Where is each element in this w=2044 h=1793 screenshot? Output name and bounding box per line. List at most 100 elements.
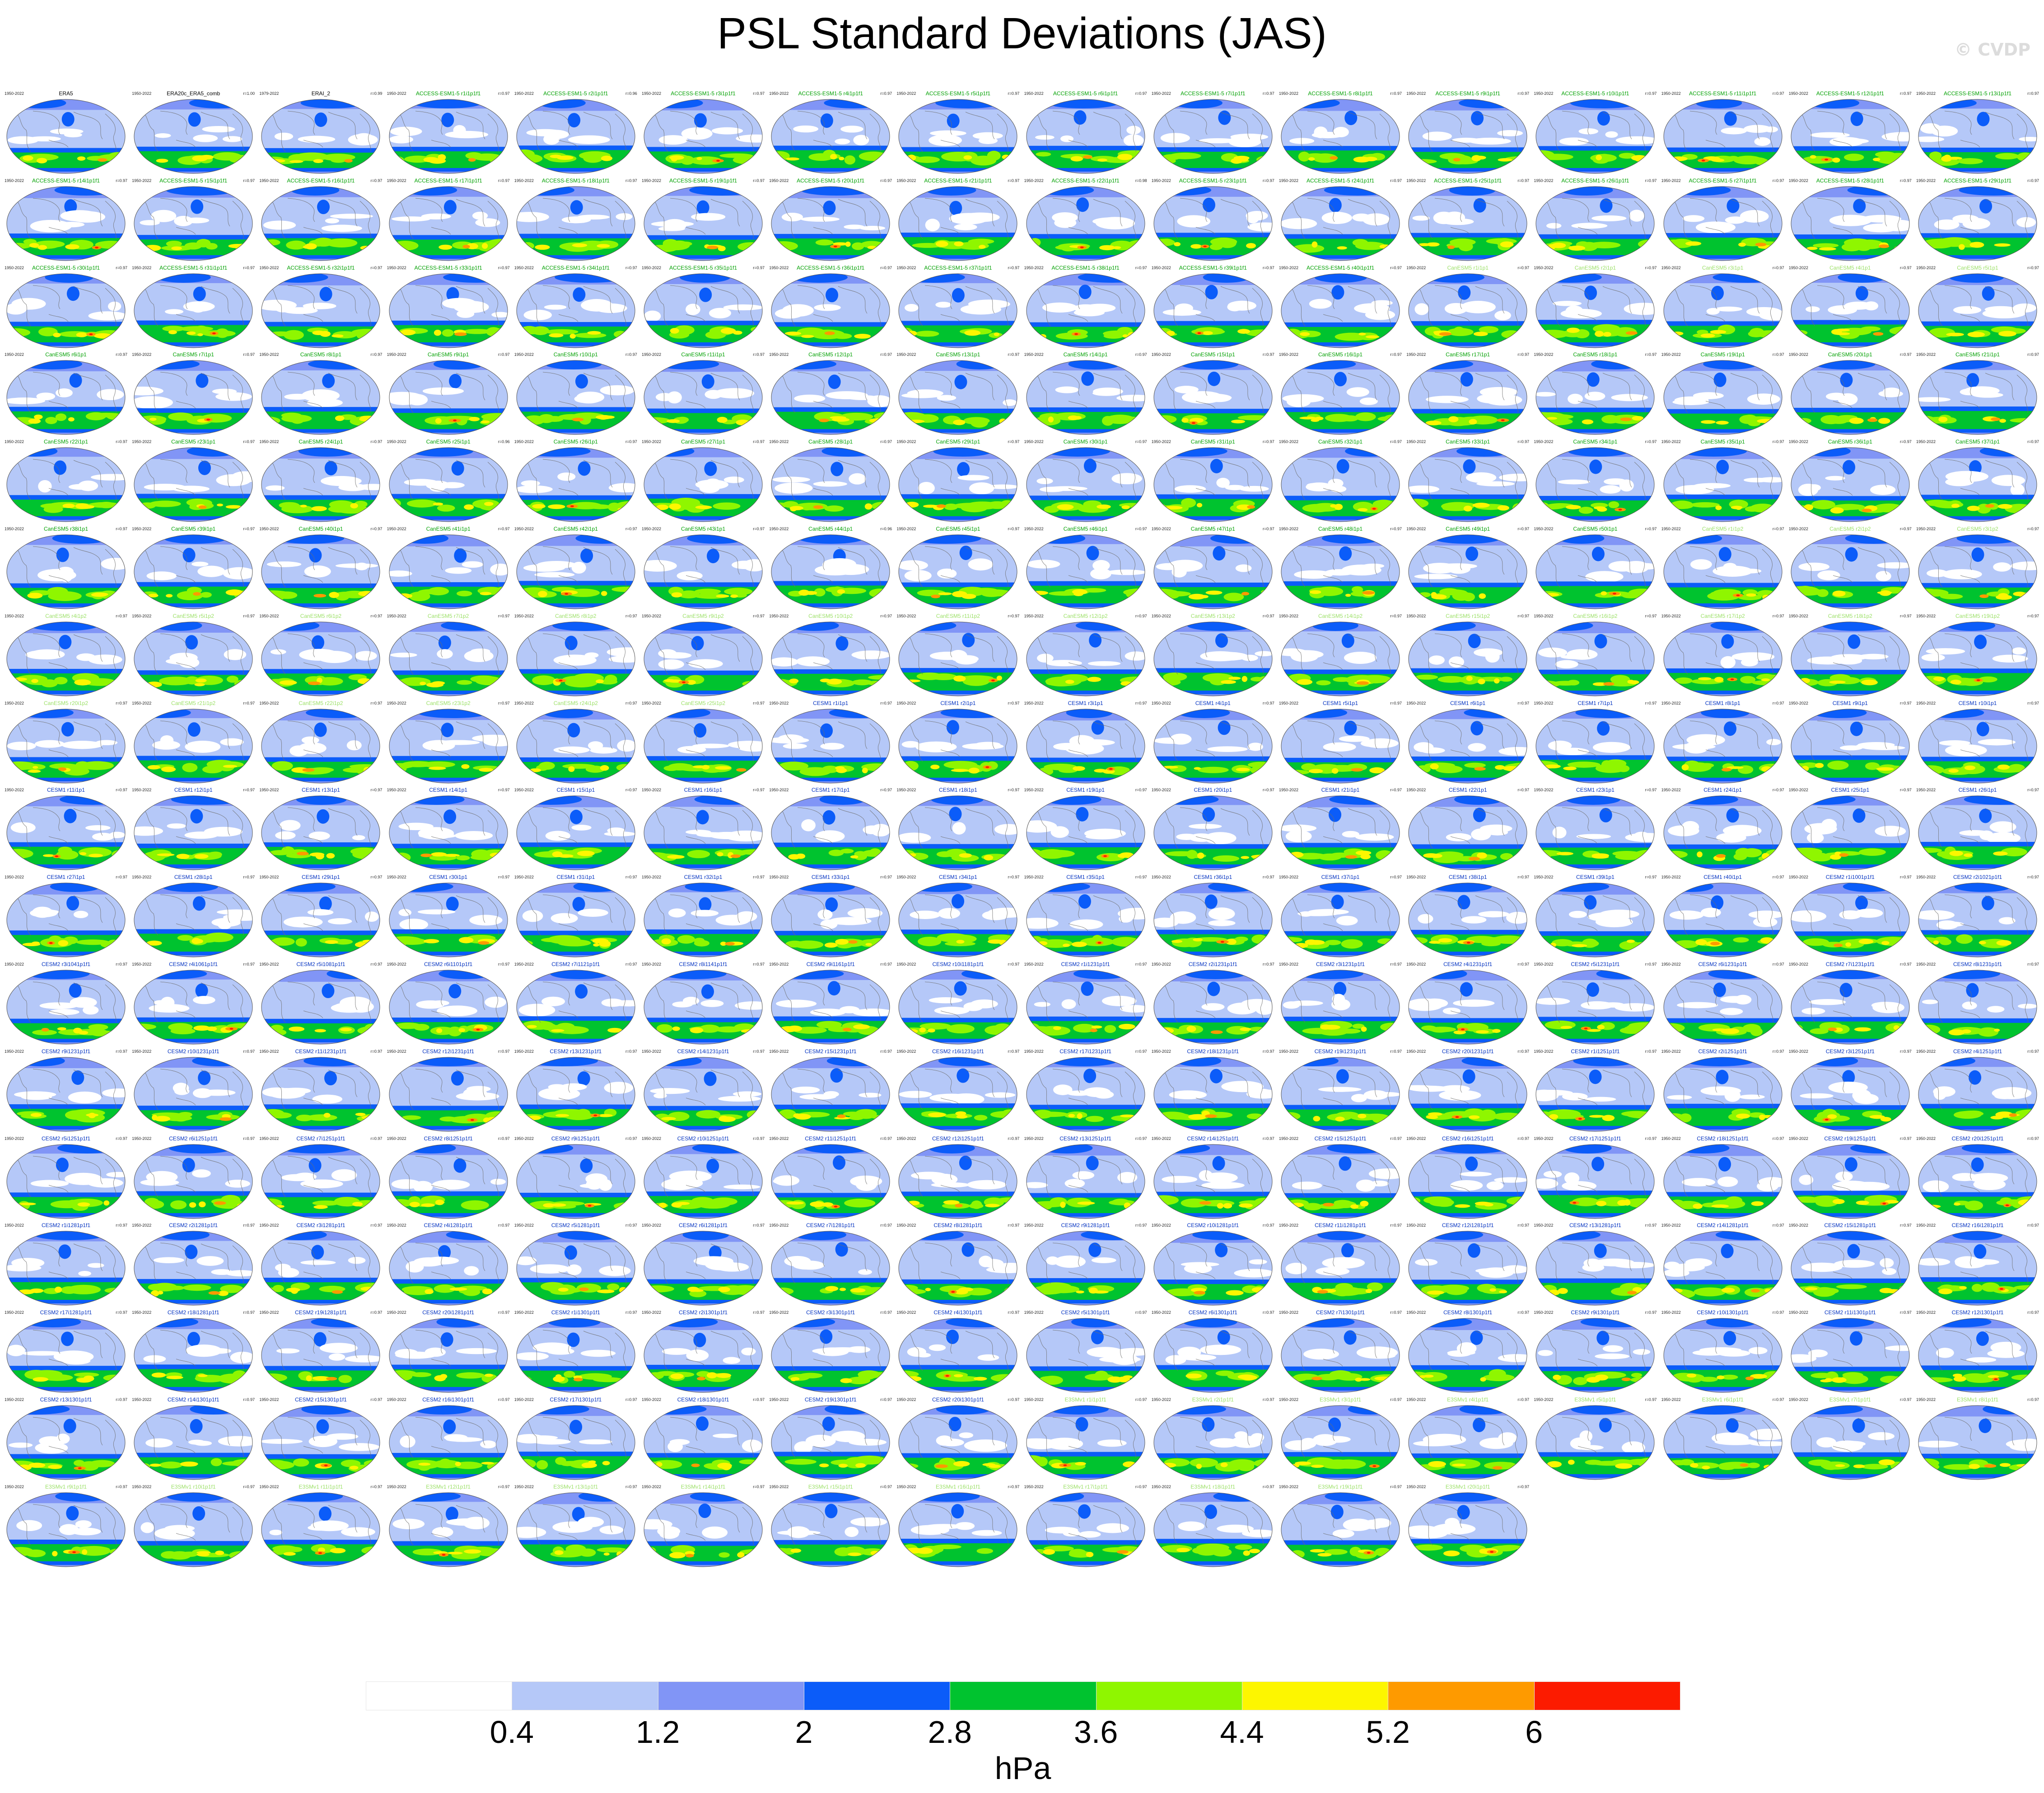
panel-title: CanESM5 r25i1p1	[426, 439, 471, 445]
panel-years: 1950-2022	[1788, 962, 1808, 967]
panel-pattern-correlation: r=0.97	[1390, 1136, 1402, 1141]
map-panel: CESM1 r23i1p1 1950-2022 r=0.97	[1534, 787, 1657, 873]
psl-stddev-map	[1408, 970, 1527, 1045]
map-panel: CESM2 r4i1061p1f1 1950-2022 r=0.97	[132, 961, 255, 1047]
panel-years: 1950-2022	[132, 439, 152, 444]
panel-years: 1950-2022	[642, 1223, 662, 1228]
map-panel: E3SMv1 r8i1p1f1 1950-2022 r=0.97	[1916, 1396, 2039, 1482]
panel-title: CanESM5 r8i1p1	[300, 351, 342, 358]
psl-stddev-map	[1281, 970, 1400, 1045]
panel-years: 1950-2022	[132, 962, 152, 967]
panel-years: 1950-2022	[769, 91, 789, 96]
psl-stddev-map	[644, 99, 763, 174]
map-panel: CanESM5 r20i1p2 1950-2022 r=0.97	[5, 700, 127, 786]
panel-years: 1950-2022	[642, 527, 662, 531]
panel-years: 1950-2022	[1788, 178, 1808, 183]
panel-pattern-correlation: r=0.97	[1645, 788, 1657, 793]
psl-stddev-map	[1408, 534, 1527, 609]
map-panel: CESM2 r6i1231p1f1 1950-2022 r=0.97	[1661, 961, 1784, 1047]
map-panel: CESM2 r17i1251p1f1 1950-2022 r=0.97	[1534, 1135, 1657, 1221]
panel-years: 1950-2022	[514, 1136, 534, 1141]
panel-title: CanESM5 r10i1p1	[553, 351, 598, 358]
panel-years: 1950-2022	[1788, 875, 1808, 880]
map-panel: ACCESS-ESM1-5 r22i1p1f1 1950-2022 r=0.98	[1024, 177, 1147, 263]
panel-pattern-correlation: r=0.97	[1900, 439, 1912, 444]
panel-title: CESM2 r7i1281p1f1	[806, 1222, 855, 1229]
psl-stddev-map	[1408, 621, 1527, 696]
panel-title: CESM1 r20i1p1	[1194, 787, 1232, 794]
panel-title: CESM2 r18i1251p1f1	[1697, 1135, 1749, 1142]
panel-title: E3SMv1 r3i1p1f1	[1319, 1396, 1362, 1403]
panel-years: 1950-2022	[1534, 91, 1554, 96]
panel-pattern-correlation: r=0.97	[1772, 788, 1784, 793]
psl-stddev-map	[6, 447, 126, 522]
psl-stddev-map	[1791, 1057, 1910, 1132]
psl-stddev-map	[1663, 970, 1783, 1045]
psl-stddev-map	[6, 795, 126, 870]
panel-pattern-correlation: r=0.97	[1772, 875, 1784, 880]
panel-pattern-correlation: r=0.97	[498, 178, 510, 183]
panel-title: E3SMv1 r9i1p1f1	[45, 1483, 87, 1490]
map-panel: E3SMv1 r13i1p1f1 1950-2022 r=0.97	[514, 1484, 637, 1569]
panel-years: 1950-2022	[387, 1049, 406, 1054]
panel-title: CanESM5 r4i1p2	[45, 612, 87, 619]
map-panel: CanESM5 r11i1p1 1950-2022 r=0.97	[642, 351, 765, 437]
panel-title: E3SMv1 r8i1p1f1	[1956, 1396, 1999, 1403]
panel-years: 1950-2022	[1151, 875, 1171, 880]
panel-years: 1950-2022	[132, 700, 152, 705]
psl-stddev-map	[516, 621, 635, 696]
panel-years: 1950-2022	[514, 1223, 534, 1228]
panel-years: 1950-2022	[1406, 1049, 1426, 1054]
psl-stddev-map	[1535, 186, 1655, 261]
panel-years: 1950-2022	[259, 265, 279, 270]
psl-stddev-map	[1535, 970, 1655, 1045]
panel-pattern-correlation: r=0.97	[1900, 352, 1912, 357]
map-panel: CESM2 r3i1301p1f1 1950-2022 r=0.97	[769, 1309, 892, 1395]
psl-stddev-map	[389, 970, 508, 1045]
panel-title: CanESM5 r3i1p1	[1702, 264, 1744, 271]
panel-pattern-correlation: r=0.97	[1645, 700, 1657, 705]
panel-title: CanESM5 r40i1p1	[299, 526, 343, 532]
map-panel: ACCESS-ESM1-5 r20i1p1f1 1950-2022 r=0.97	[769, 177, 892, 263]
colorbar-tick-label: 2.8	[928, 1714, 972, 1750]
map-panel: ACCESS-ESM1-5 r16i1p1f1 1950-2022 r=0.97	[259, 177, 382, 263]
panel-title: CESM1 r11i1p1	[47, 787, 85, 794]
psl-stddev-map	[389, 186, 508, 261]
panel-pattern-correlation: r=0.97	[880, 352, 892, 357]
psl-stddev-map	[1026, 1144, 1145, 1219]
panel-pattern-correlation: r=0.97	[1645, 1136, 1657, 1141]
panel-years: 1950-2022	[259, 1223, 279, 1228]
map-panel: CanESM5 r8i1p2 1950-2022 r=0.97	[514, 613, 637, 699]
psl-stddev-map	[389, 447, 508, 522]
psl-stddev-map	[1791, 186, 1910, 261]
psl-stddev-map	[516, 447, 635, 522]
panel-pattern-correlation: r=0.97	[2027, 178, 2039, 183]
panel-title: E3SMv1 r19i1p1f1	[1318, 1483, 1363, 1490]
map-panel: CanESM5 r19i1p2 1950-2022 r=0.97	[1916, 613, 2039, 699]
colorbar-swatch	[804, 1681, 951, 1710]
colorbar-swatch	[950, 1681, 1097, 1710]
psl-stddev-map	[644, 1144, 763, 1219]
panel-years: 1950-2022	[1151, 527, 1171, 531]
psl-stddev-map	[1918, 621, 2037, 696]
panel-pattern-correlation: r=0.97	[243, 1397, 255, 1402]
map-panel: CanESM5 r3i1p2 1950-2022 r=0.97	[1916, 526, 2039, 612]
panel-years: 1950-2022	[1279, 91, 1299, 96]
panel-pattern-correlation: r=0.97	[880, 439, 892, 444]
panel-pattern-correlation: r=0.97	[1390, 962, 1402, 967]
psl-stddev-map	[1663, 1057, 1783, 1132]
psl-stddev-map	[1153, 1405, 1273, 1480]
panel-title: CESM1 r38i1p1	[1448, 874, 1487, 881]
panel-pattern-correlation: r=0.97	[1263, 613, 1274, 618]
psl-stddev-map	[261, 795, 380, 870]
panel-title: E3SMv1 r12i1p1f1	[426, 1483, 471, 1490]
panel-title: CanESM5 r16i1p2	[1573, 612, 1618, 619]
map-panel: ACCESS-ESM1-5 r32i1p1f1 1950-2022 r=0.97	[259, 265, 382, 350]
panel-pattern-correlation: r=0.97	[1390, 439, 1402, 444]
panel-years: 1950-2022	[896, 352, 916, 357]
panel-pattern-correlation: r=0.97	[1008, 613, 1020, 618]
map-panel: CanESM5 r25i1p1 1950-2022 r=0.96	[387, 439, 510, 524]
psl-stddev-map	[1408, 1144, 1527, 1219]
map-panel: ACCESS-ESM1-5 r14i1p1f1 1950-2022 r=0.97	[5, 177, 127, 263]
panel-pattern-correlation: r=0.97	[753, 265, 765, 270]
